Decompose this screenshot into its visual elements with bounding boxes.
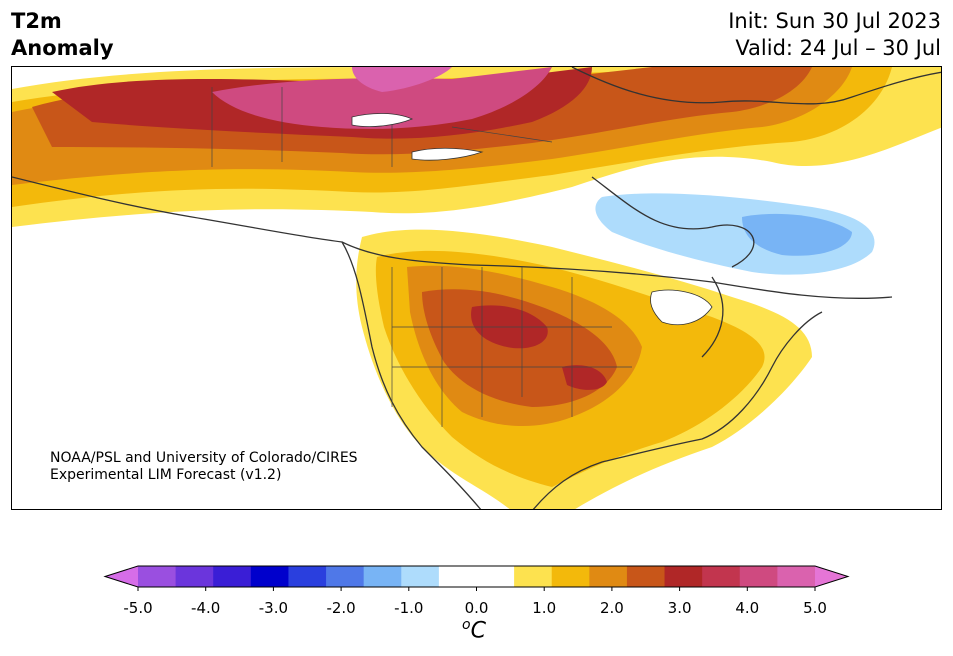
colorbar-tick-label: -2.0 xyxy=(326,599,355,617)
title-line-1: T2m xyxy=(11,9,62,33)
colorbar-tick-label: 3.0 xyxy=(668,599,692,617)
unit-degree: o xyxy=(462,617,471,633)
colorbar-tick-label: -4.0 xyxy=(191,599,220,617)
date-info: Init: Sun 30 Jul 2023 Valid: 24 Jul – 30… xyxy=(728,8,941,62)
colorbar-swatch xyxy=(175,566,214,587)
valid-date: Valid: 24 Jul – 30 Jul xyxy=(735,36,941,60)
colorbar-tick-label: 5.0 xyxy=(803,599,827,617)
colorbar-extend-low xyxy=(105,566,138,587)
colorbar-tick-label: -5.0 xyxy=(123,599,152,617)
colorbar-swatch xyxy=(438,566,477,587)
colorbar-swatch xyxy=(589,566,628,587)
title-line-2: Anomaly xyxy=(11,36,114,60)
colorbar-swatch xyxy=(213,566,252,587)
colorbar-tick-label: 2.0 xyxy=(600,599,624,617)
colorbar-tick-label: 1.0 xyxy=(532,599,556,617)
colorbar-swatch xyxy=(664,566,703,587)
credit-line-2: Experimental LIM Forecast (v1.2) xyxy=(50,467,282,483)
colorbar-swatch xyxy=(250,566,289,587)
colorbar-swatch xyxy=(476,566,515,587)
credit-line-1: NOAA/PSL and University of Colorado/CIRE… xyxy=(50,450,358,466)
cool-anomaly-fill xyxy=(595,193,875,275)
colorbar-tick-label: -1.0 xyxy=(394,599,423,617)
colorbar-tick-label: 0.0 xyxy=(465,599,489,617)
colorbar-swatch xyxy=(739,566,778,587)
colorbar-swatch xyxy=(626,566,666,587)
unit-label: oC xyxy=(462,617,486,643)
lakes xyxy=(351,113,713,326)
colorbar-swatch xyxy=(138,566,177,587)
init-date: Init: Sun 30 Jul 2023 xyxy=(728,9,941,33)
state-lines xyxy=(211,87,632,427)
colorbar-tick-label: 4.0 xyxy=(735,599,759,617)
colorbar-swatch xyxy=(401,566,440,587)
anomaly-map: NOAA/PSL and University of Colorado/CIRE… xyxy=(11,66,942,510)
colorbar-swatch xyxy=(363,566,402,587)
colorbar-tick-label: -3.0 xyxy=(259,599,288,617)
colorbar-swatch xyxy=(551,566,590,587)
map-title: T2m Anomaly xyxy=(11,8,114,62)
unit-celsius: C xyxy=(470,618,486,644)
boundaries xyxy=(12,67,941,509)
colorbar-swatch xyxy=(777,566,816,587)
colorbar-extend-high xyxy=(815,566,848,587)
credit-text: NOAA/PSL and University of Colorado/CIRE… xyxy=(50,450,358,484)
colorbar-swatch xyxy=(514,566,553,587)
colorbar-swatch xyxy=(288,566,327,587)
colorbar-swatch xyxy=(702,566,741,587)
colorbar-swatch xyxy=(326,566,365,587)
map-canvas xyxy=(12,67,941,509)
